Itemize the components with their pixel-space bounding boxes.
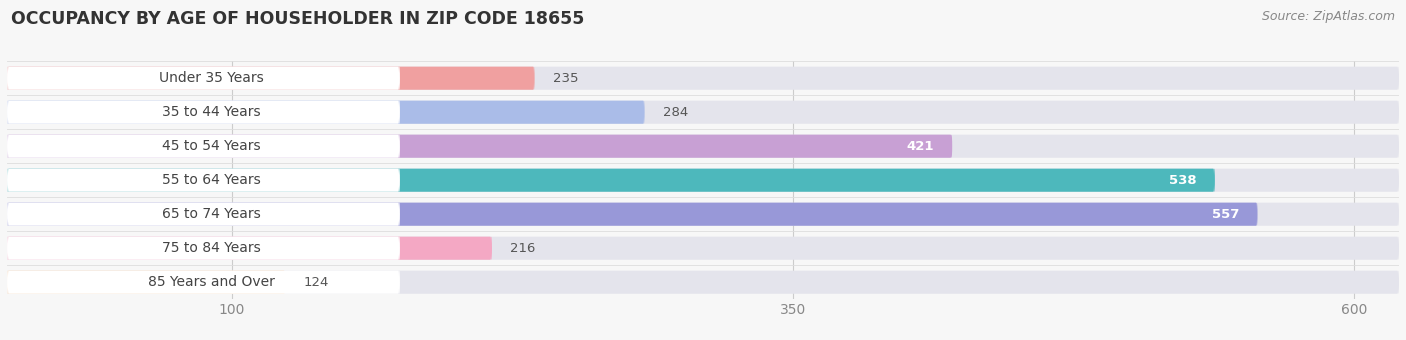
Circle shape: [7, 67, 8, 90]
FancyBboxPatch shape: [8, 271, 284, 294]
Circle shape: [7, 271, 8, 294]
FancyBboxPatch shape: [8, 135, 1398, 158]
Circle shape: [643, 101, 644, 124]
Circle shape: [1398, 67, 1399, 90]
Circle shape: [7, 135, 8, 158]
Circle shape: [1256, 203, 1257, 226]
Circle shape: [398, 271, 399, 294]
Circle shape: [7, 169, 8, 192]
Circle shape: [7, 203, 8, 226]
Circle shape: [7, 101, 8, 124]
Text: Source: ZipAtlas.com: Source: ZipAtlas.com: [1261, 10, 1395, 23]
Circle shape: [1398, 169, 1399, 192]
FancyBboxPatch shape: [8, 67, 1398, 90]
Text: OCCUPANCY BY AGE OF HOUSEHOLDER IN ZIP CODE 18655: OCCUPANCY BY AGE OF HOUSEHOLDER IN ZIP C…: [11, 10, 585, 28]
Circle shape: [7, 203, 8, 226]
Circle shape: [284, 271, 285, 294]
FancyBboxPatch shape: [8, 271, 1398, 294]
Circle shape: [1398, 271, 1399, 294]
Circle shape: [533, 67, 534, 90]
Text: 284: 284: [662, 106, 688, 119]
Text: 538: 538: [1170, 174, 1197, 187]
Circle shape: [398, 101, 399, 124]
Circle shape: [7, 67, 8, 90]
Text: 557: 557: [1212, 208, 1240, 221]
Circle shape: [7, 271, 8, 294]
Text: 85 Years and Over: 85 Years and Over: [148, 275, 274, 289]
Circle shape: [7, 169, 8, 192]
FancyBboxPatch shape: [8, 169, 1398, 192]
FancyBboxPatch shape: [8, 101, 1398, 124]
FancyBboxPatch shape: [8, 203, 1257, 226]
Circle shape: [1398, 203, 1399, 226]
Circle shape: [398, 135, 399, 158]
FancyBboxPatch shape: [8, 135, 399, 158]
FancyBboxPatch shape: [8, 135, 952, 158]
Circle shape: [7, 67, 8, 90]
Text: 235: 235: [553, 72, 578, 85]
Circle shape: [398, 237, 399, 260]
Circle shape: [7, 101, 8, 124]
Circle shape: [950, 135, 952, 158]
FancyBboxPatch shape: [8, 203, 1398, 226]
Text: 421: 421: [907, 140, 934, 153]
Circle shape: [398, 169, 399, 192]
Text: 35 to 44 Years: 35 to 44 Years: [162, 105, 260, 119]
Circle shape: [1213, 169, 1215, 192]
Circle shape: [7, 237, 8, 260]
Circle shape: [7, 101, 8, 124]
Circle shape: [7, 237, 8, 260]
Circle shape: [7, 135, 8, 158]
FancyBboxPatch shape: [8, 203, 399, 226]
Circle shape: [1398, 237, 1399, 260]
Circle shape: [7, 271, 8, 294]
Circle shape: [7, 135, 8, 158]
FancyBboxPatch shape: [8, 101, 399, 124]
FancyBboxPatch shape: [8, 237, 399, 260]
Circle shape: [7, 169, 8, 192]
FancyBboxPatch shape: [8, 169, 399, 192]
FancyBboxPatch shape: [8, 101, 644, 124]
FancyBboxPatch shape: [8, 271, 399, 294]
Text: 65 to 74 Years: 65 to 74 Years: [162, 207, 260, 221]
Text: 216: 216: [510, 242, 536, 255]
Circle shape: [398, 203, 399, 226]
Circle shape: [1398, 101, 1399, 124]
FancyBboxPatch shape: [8, 67, 534, 90]
Text: 75 to 84 Years: 75 to 84 Years: [162, 241, 260, 255]
FancyBboxPatch shape: [8, 169, 1215, 192]
Circle shape: [491, 237, 492, 260]
Circle shape: [7, 203, 8, 226]
FancyBboxPatch shape: [8, 237, 1398, 260]
Circle shape: [7, 237, 8, 260]
Text: 124: 124: [304, 276, 329, 289]
FancyBboxPatch shape: [8, 67, 399, 90]
Circle shape: [1398, 135, 1399, 158]
Text: 55 to 64 Years: 55 to 64 Years: [162, 173, 260, 187]
FancyBboxPatch shape: [8, 237, 491, 260]
Text: Under 35 Years: Under 35 Years: [159, 71, 264, 85]
Circle shape: [398, 67, 399, 90]
Text: 45 to 54 Years: 45 to 54 Years: [162, 139, 260, 153]
